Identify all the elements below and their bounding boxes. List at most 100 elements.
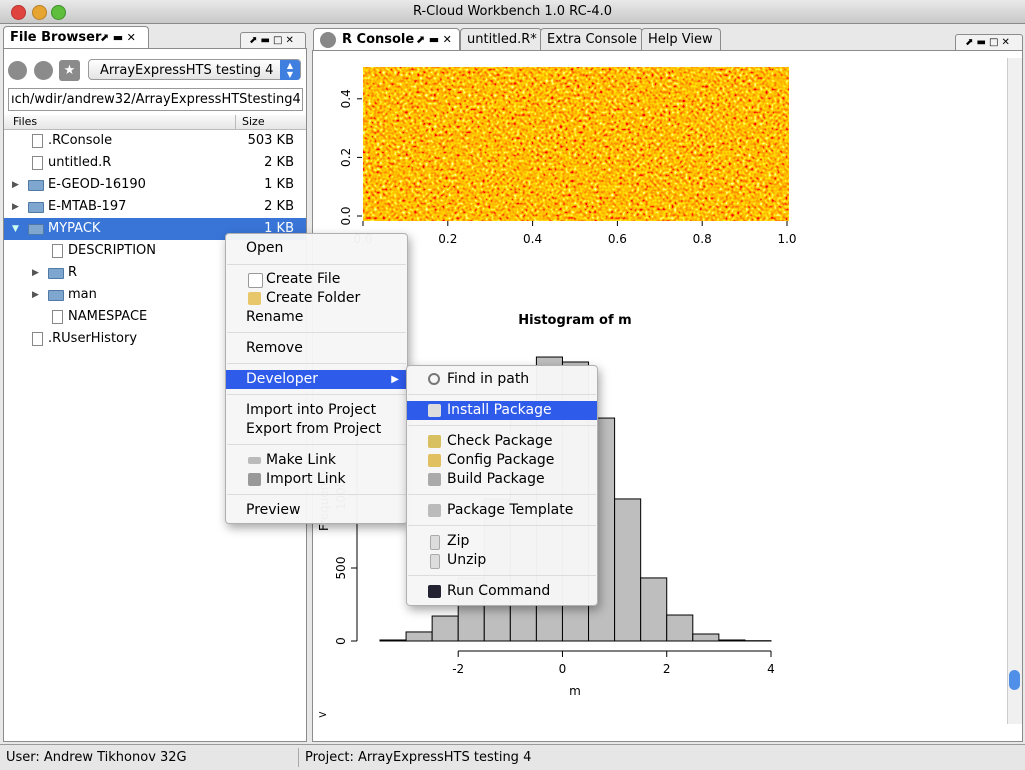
folder-name: E-GEOD-16190: [48, 174, 146, 196]
help-view-tab[interactable]: Help View: [641, 28, 721, 50]
x-tick-label: 0.6: [608, 232, 627, 246]
menu-item[interactable]: Check Package: [407, 432, 597, 451]
y-tick-label: 0.4: [339, 89, 353, 108]
project-name: ArrayExpressHTS testing 4: [100, 63, 273, 78]
extra-console-tab[interactable]: Extra Console: [540, 28, 643, 50]
developer-submenu: Find in path Install Package Check Packa…: [406, 365, 598, 606]
context-menu: Open Create File Create Folder Rename Re…: [225, 233, 408, 524]
histogram-bar: [406, 632, 432, 641]
menu-label: Package Template: [447, 501, 573, 520]
menu-label: Preview: [246, 501, 301, 520]
menu-label: Create Folder: [266, 289, 360, 308]
tab-label: Help View: [648, 32, 713, 47]
file-name: untitled.R: [48, 152, 111, 174]
console-tab[interactable]: R Console⬈ ▬ ✕: [313, 28, 460, 50]
x-tick-label: 1.0: [777, 232, 796, 246]
menu-item[interactable]: Import into Project: [226, 401, 407, 420]
menu-label: Create File: [266, 270, 340, 289]
file-size: 2 KB: [264, 152, 294, 174]
menu-label: Import into Project: [246, 401, 376, 420]
x-tick-label: 4: [767, 662, 775, 676]
path-field[interactable]: ıch/wdir/andrew32/ArrayExpressHTStesting…: [8, 88, 303, 111]
minimize-button[interactable]: [32, 5, 47, 20]
scrollbar[interactable]: [1007, 58, 1022, 724]
heatmap-image: [363, 67, 789, 221]
menu-label: Build Package: [447, 470, 545, 489]
menu-label: Developer: [246, 370, 318, 389]
menu-item[interactable]: Open: [226, 239, 407, 258]
file-browser-tab[interactable]: File Browser⬈ ▬ ✕: [3, 26, 149, 48]
histogram-bar: [380, 640, 406, 641]
tab-label: Extra Console: [547, 32, 637, 47]
console-prompt: >: [318, 708, 327, 721]
histogram-bar: [693, 634, 719, 641]
tab-label: R Console: [342, 32, 414, 47]
menu-item[interactable]: Zip: [407, 532, 597, 551]
menu-item-highlighted[interactable]: Developer▶: [226, 370, 407, 389]
x-tick-label: 0: [559, 662, 567, 676]
menu-item[interactable]: Package Template: [407, 501, 597, 520]
status-user: User: Andrew Tikhonov 32G: [6, 745, 187, 770]
menu-item[interactable]: Make Link: [226, 451, 407, 470]
y-tick-label: 0.0: [339, 206, 353, 225]
tab-label: untitled.R*: [467, 32, 537, 47]
folder-name: R: [68, 262, 77, 284]
favorite-button[interactable]: ★: [59, 60, 80, 81]
folder-name: E-MTAB-197: [48, 196, 126, 218]
menu-label: Install Package: [447, 401, 552, 420]
histogram-bar: [615, 499, 641, 641]
refresh-button[interactable]: [34, 61, 53, 80]
y-tick-label: 0.2: [339, 148, 353, 167]
menu-item[interactable]: Find in path: [407, 370, 597, 389]
menu-item[interactable]: Rename: [226, 308, 407, 327]
file-size: 1 KB: [264, 174, 294, 196]
x-tick-label: 2: [663, 662, 671, 676]
histogram-title: Histogram of m: [518, 313, 631, 328]
menu-label: Run Command: [447, 582, 550, 601]
back-button[interactable]: [8, 61, 27, 80]
tab-controls[interactable]: ⬈ ▬ ✕: [100, 27, 136, 49]
menu-item[interactable]: Run Command: [407, 582, 597, 601]
menu-item[interactable]: Config Package: [407, 451, 597, 470]
file-name: .RConsole: [48, 130, 112, 152]
menu-item[interactable]: Build Package: [407, 470, 597, 489]
menu-item[interactable]: Create Folder: [226, 289, 407, 308]
histogram-bar: [719, 640, 745, 641]
histogram-bar: [432, 616, 458, 641]
menu-label: Import Link: [266, 470, 346, 489]
menu-item[interactable]: Unzip: [407, 551, 597, 570]
x-tick-label: 0.8: [693, 232, 712, 246]
menu-item-highlighted[interactable]: Install Package: [407, 401, 597, 420]
histogram-bar: [667, 615, 693, 641]
menu-item[interactable]: Remove: [226, 339, 407, 358]
x-tick-label: -2: [452, 662, 464, 676]
menu-label: Config Package: [447, 451, 554, 470]
x-tick-label: 0.2: [438, 232, 457, 246]
table-header: Files Size: [4, 115, 306, 130]
zoom-button[interactable]: [51, 5, 66, 20]
title-bar: R-Cloud Workbench 1.0 RC-4.0: [0, 0, 1025, 24]
file-row[interactable]: untitled.R 2 KB: [4, 152, 306, 174]
column-header[interactable]: Size: [242, 115, 265, 129]
menu-label: Unzip: [447, 551, 486, 570]
folder-name: man: [68, 284, 97, 306]
path-text: ıch/wdir/andrew32/ArrayExpressHTStesting…: [11, 92, 301, 107]
menu-item[interactable]: Import Link: [226, 470, 407, 489]
menu-item[interactable]: Create File: [226, 270, 407, 289]
menu-label: Export from Project: [246, 420, 381, 439]
menu-label: Open: [246, 239, 283, 258]
close-button[interactable]: [11, 5, 26, 20]
y-tick-label: 500: [334, 557, 348, 580]
project-combo[interactable]: ArrayExpressHTS testing 4▲▼: [88, 59, 301, 80]
status-bar: User: Andrew Tikhonov 32G Project: Array…: [0, 744, 1025, 770]
menu-item[interactable]: Export from Project: [226, 420, 407, 439]
status-project: Project: ArrayExpressHTS testing 4: [305, 745, 531, 770]
x-tick-label: 0.4: [523, 232, 542, 246]
editor-tab[interactable]: untitled.R*: [460, 28, 542, 50]
menu-label: Rename: [246, 308, 303, 327]
menu-item[interactable]: Preview: [226, 501, 407, 520]
column-header[interactable]: Files: [13, 115, 37, 129]
